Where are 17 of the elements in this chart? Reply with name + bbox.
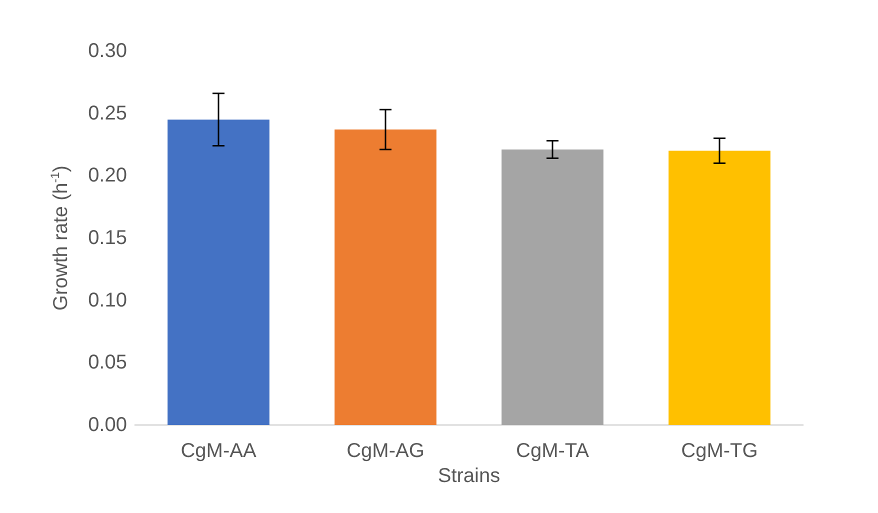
y-tick-label: 0.10 — [88, 289, 127, 312]
bar — [334, 130, 436, 425]
x-tick-label: CgM-TA — [516, 440, 590, 462]
x-tick-label: CgM-TG — [681, 440, 758, 462]
y-tick-label: 0.20 — [88, 164, 127, 187]
x-axis-title: Strains — [438, 464, 500, 487]
y-tick-label: 0.30 — [88, 40, 127, 62]
y-tick-label: 0.25 — [88, 102, 127, 124]
bar — [668, 150, 770, 425]
bar — [502, 149, 604, 425]
x-tick-label: CgM-AG — [346, 440, 424, 462]
y-tick-label: 0.15 — [88, 227, 127, 249]
y-axis-title: Growth rate (h-1) — [48, 165, 72, 311]
x-tick-label: CgM-AA — [180, 440, 257, 462]
y-tick-label: 0.00 — [88, 414, 127, 436]
y-tick-label: 0.05 — [88, 352, 127, 374]
bar — [168, 120, 270, 425]
